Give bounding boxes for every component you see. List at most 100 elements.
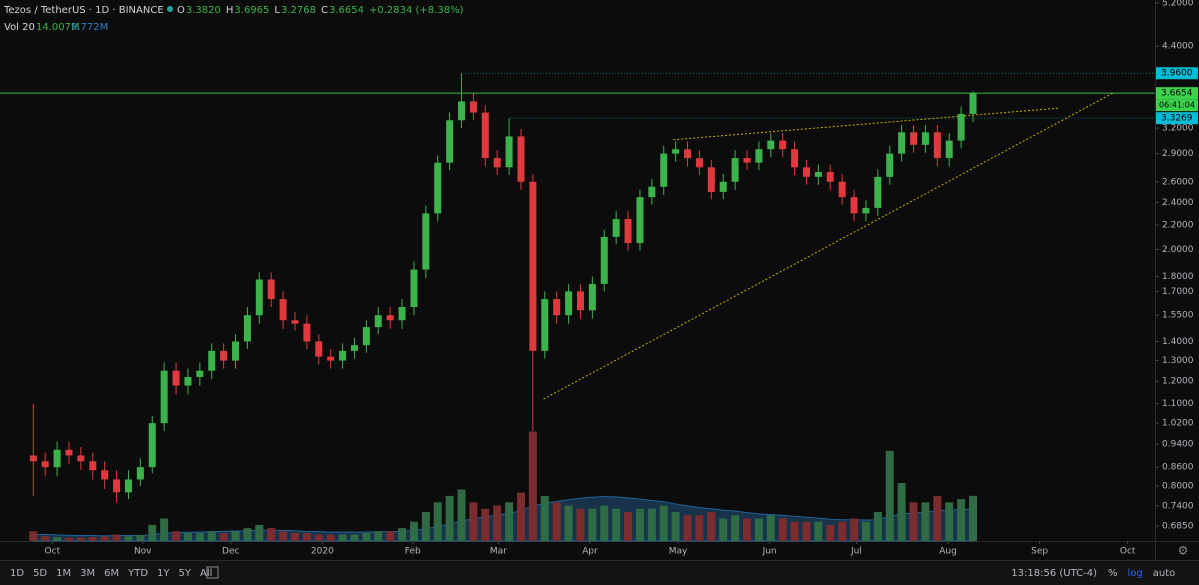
volume-bar <box>398 528 407 541</box>
volume-bar <box>957 499 966 541</box>
candle-body <box>743 158 751 163</box>
range-button[interactable]: 5Y <box>179 568 192 579</box>
price-marker <box>1156 67 1198 80</box>
volume-bar <box>64 537 73 541</box>
volume-bar <box>635 508 644 541</box>
range-button[interactable]: 1M <box>56 568 71 579</box>
volume-bar <box>695 515 704 541</box>
y-tick-label: 2.9000 <box>1162 149 1194 159</box>
y-tick-label: 1.2000 <box>1162 377 1194 387</box>
candle-body <box>255 279 263 316</box>
candle-body <box>779 140 787 150</box>
symbol-title: Tezos / TetherUS · 1D · BINANCE <box>3 5 164 16</box>
candle-body <box>957 113 965 141</box>
volume-bar <box>945 502 954 541</box>
countdown: 06:41:04 <box>1159 101 1195 110</box>
candle-body <box>672 149 680 154</box>
volume-bar <box>505 502 514 541</box>
candle-body <box>232 341 240 361</box>
scale-button[interactable]: % <box>1108 568 1118 579</box>
y-tick-label: 0.6850 <box>1162 521 1194 531</box>
volume-bar <box>136 535 145 541</box>
y-tick-label: 3.2000 <box>1162 124 1194 134</box>
range-button[interactable]: YTD <box>127 568 148 579</box>
candle-body <box>434 162 442 214</box>
range-button[interactable]: 1Y <box>157 568 170 579</box>
candle-body <box>160 370 168 424</box>
x-tick-label: Oct <box>45 547 61 557</box>
candle-body <box>220 350 228 361</box>
date-range-icon[interactable] <box>206 566 219 579</box>
candle-body <box>29 455 37 462</box>
candle-body <box>386 315 394 321</box>
candle-body <box>481 112 489 159</box>
candle-body <box>77 455 85 462</box>
range-button[interactable]: 5D <box>33 568 47 579</box>
ohlc-value: 3.6654 <box>329 5 364 16</box>
y-tick-label: 0.9400 <box>1162 440 1194 450</box>
range-button[interactable]: 1D <box>10 568 24 579</box>
volume-bar <box>445 495 454 541</box>
clock[interactable]: 13:18:56 (UTC-4) <box>1011 568 1097 579</box>
candle-body <box>588 283 596 311</box>
volume-bar <box>409 521 418 541</box>
status-dot <box>167 6 173 12</box>
ohlc-value: 3.2768 <box>281 5 316 16</box>
candle-body <box>41 461 49 468</box>
range-button[interactable]: All <box>200 568 212 579</box>
candle-body <box>279 299 287 321</box>
volume-bar <box>564 505 573 541</box>
scale-button[interactable]: log <box>1128 568 1143 579</box>
candle-body <box>410 269 418 308</box>
volume-bar <box>421 512 430 541</box>
candle-body <box>303 323 311 342</box>
countdown-box <box>1156 99 1198 112</box>
y-tick-label: 1.3000 <box>1162 356 1194 366</box>
candle-body <box>862 207 870 214</box>
range-button[interactable]: 6M <box>104 568 119 579</box>
volume-bar <box>172 531 181 541</box>
y-tick-label: 1.0200 <box>1162 419 1194 429</box>
x-tick-label: Mar <box>490 547 507 557</box>
volume-bar <box>861 521 870 541</box>
volume-bar <box>88 537 97 541</box>
volume-bar <box>838 521 847 541</box>
candle-body <box>838 181 846 198</box>
range-button[interactable]: 3M <box>80 568 95 579</box>
candle-body <box>65 449 73 456</box>
x-tick-label: Sep <box>1031 547 1048 557</box>
volume-bar <box>754 518 763 541</box>
candle-body <box>565 291 573 316</box>
candle-body <box>707 167 715 192</box>
candle-body <box>624 219 632 244</box>
x-tick-label: 2020 <box>311 547 334 557</box>
volume-bar <box>314 534 323 541</box>
x-tick-label: Nov <box>134 547 152 557</box>
ohlc-value: 3.6965 <box>234 5 269 16</box>
overlay: Tezos / TetherUS · 1D · BINANCE Vol 20 1… <box>3 0 1198 579</box>
ohlc-value: 3.3820 <box>186 5 221 16</box>
candle-body <box>648 186 656 198</box>
volume-bar <box>624 512 633 541</box>
candle-body <box>339 350 347 361</box>
volume-bar <box>279 531 288 541</box>
x-tick-label: Apr <box>582 547 598 557</box>
candle-body <box>243 315 251 342</box>
volume-bar <box>326 534 335 541</box>
scale-button[interactable]: auto <box>1153 568 1176 579</box>
volume-bar <box>659 505 668 541</box>
candle-body <box>684 149 692 159</box>
volume-bar <box>778 518 787 541</box>
candle-body <box>113 479 121 493</box>
x-tick-label: Jun <box>762 547 777 557</box>
settings-icon[interactable]: ⚙ <box>1178 544 1189 558</box>
y-tick-label: 1.5500 <box>1162 311 1194 321</box>
volume-bar <box>802 521 811 541</box>
candle-body <box>921 132 929 145</box>
candle-body <box>398 307 406 321</box>
x-tick-label: Jul <box>850 547 862 557</box>
price-marker-label: 3.3269 <box>1161 114 1193 124</box>
volume-bar <box>100 536 109 541</box>
